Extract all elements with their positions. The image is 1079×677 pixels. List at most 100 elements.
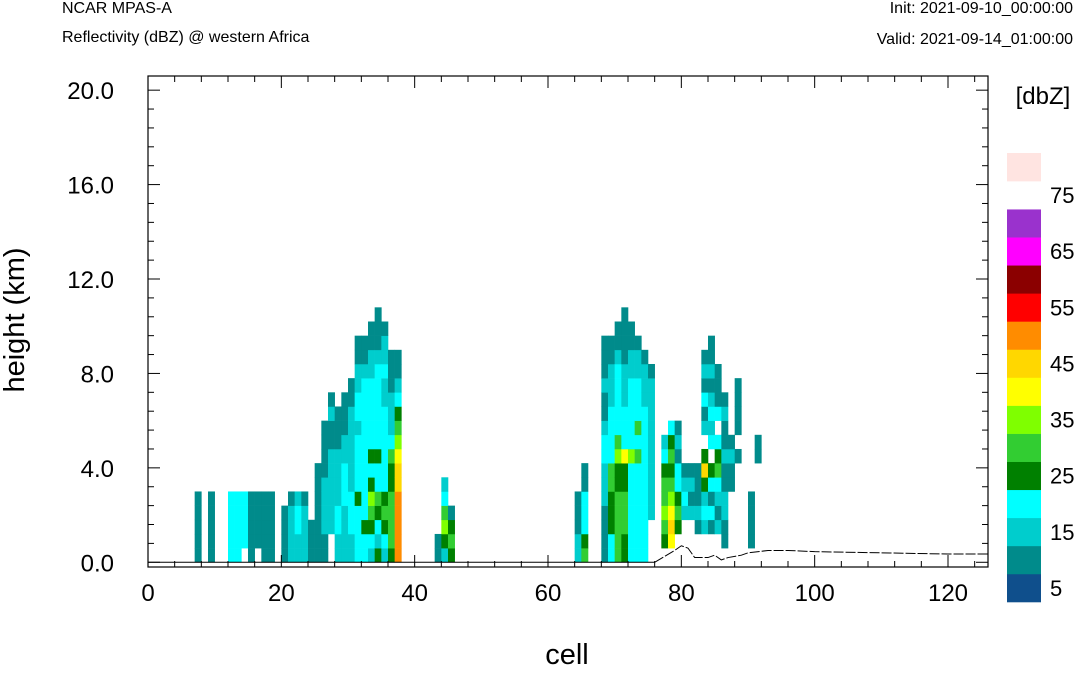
reflectivity-cell [628,321,635,336]
reflectivity-cell [614,477,622,492]
reflectivity-cell [381,491,389,506]
reflectivity-cell [348,448,355,464]
reflectivity-cell [621,321,629,336]
reflectivity-cell [601,491,609,506]
reflectivity-cell [328,406,335,421]
reflectivity-cell [368,378,375,393]
reflectivity-cell [601,420,609,436]
reflectivity-cell [608,548,615,563]
reflectivity-cell [394,378,402,393]
reflectivity-cell [641,406,649,421]
plot-axes: 0 20 40 60 80 100 120 0.0 4.0 8.0 12.0 16.0 20.0 [67,75,989,607]
reflectivity-cell [381,548,389,563]
reflectivity-cell [288,533,295,549]
reflectivity-cell [628,519,635,535]
reflectivity-cell [208,505,215,521]
reflectivity-cell [708,349,715,365]
reflectivity-cell [748,505,755,521]
reflectivity-cell [361,491,369,506]
colorbar-label: 5 [1050,576,1062,601]
reflectivity-cell [381,363,389,379]
reflectivity-cell [714,448,722,464]
reflectivity-cell [728,463,735,478]
x-tick-label: 60 [535,580,562,607]
colorbar: 5 15 25 35 45 55 65 75 [1007,153,1074,603]
colorbar-label: 45 [1050,351,1074,376]
reflectivity-cell [668,463,675,478]
reflectivity-cell [374,307,382,322]
x-tick-label: 20 [268,580,295,607]
reflectivity-cell [634,335,642,351]
init-time: Init: 2021-09-10_00:00:00 [889,0,1073,17]
reflectivity-cell [354,491,362,506]
reflectivity-cell [268,533,275,549]
reflectivity-cell [334,406,342,421]
reflectivity-cell [608,505,615,521]
reflectivity-cell [381,406,389,421]
reflectivity-cell [328,392,335,407]
reflectivity-cell [334,548,342,563]
reflectivity-cell [368,533,375,549]
reflectivity-cell [441,533,449,549]
reflectivity-cell [361,519,369,535]
reflectivity-cell [314,505,322,521]
reflectivity-cell [714,519,722,535]
reflectivity-cell [581,477,589,492]
reflectivity-cell [628,477,635,492]
reflectivity-cell [714,463,722,478]
reflectivity-cell [288,548,295,563]
reflectivity-cell [321,434,329,450]
y-tick-label: 16.0 [67,173,114,200]
reflectivity-cell [388,477,395,492]
reflectivity-cell [728,448,735,464]
reflectivity-cell [608,392,615,407]
reflectivity-cell [228,548,235,563]
reflectivity-cell [368,548,375,563]
reflectivity-cell [701,406,709,421]
reflectivity-cell [614,463,622,478]
reflectivity-cell [721,448,729,464]
reflectivity-cell [388,463,395,478]
reflectivity-cell [434,533,442,549]
reflectivity-cell [361,406,369,421]
y-tick-label: 0.0 [81,550,114,577]
colorbar-swatch [1007,433,1041,462]
reflectivity-cell [674,477,682,492]
reflectivity-cell [248,533,255,549]
reflectivity-cell [368,434,375,450]
reflectivity-cell [314,477,322,492]
reflectivity-cell [668,434,675,450]
reflectivity-cell [614,321,622,336]
reflectivity-cell [641,491,649,506]
reflectivity-cell [268,519,275,535]
plot-title: NCAR MPAS-A [62,0,172,17]
reflectivity-cell [348,505,355,521]
reflectivity-cell [574,548,582,563]
reflectivity-cell [701,519,709,535]
reflectivity-cell [361,477,369,492]
reflectivity-cell [714,491,722,506]
reflectivity-cell [608,477,615,492]
reflectivity-cell [354,406,362,421]
reflectivity-cell [388,363,395,379]
reflectivity-cell [708,505,715,521]
reflectivity-cell [674,463,682,478]
reflectivity-cell [388,406,395,421]
reflectivity-cell [368,363,375,379]
reflectivity-cell [234,505,242,521]
reflectivity-cell [381,505,389,521]
reflectivity-cell [634,349,642,365]
reflectivity-cell [628,349,635,365]
colorbar-swatch [1007,293,1041,322]
reflectivity-cell [308,519,315,535]
reflectivity-cell [321,420,329,436]
reflectivity-cell [241,491,249,506]
reflectivity-cell [248,548,255,563]
reflectivity-cell [234,491,242,506]
reflectivity-cell [721,533,729,549]
reflectivity-cell [608,363,615,379]
reflectivity-cell [388,505,395,521]
colorbar-swatch [1007,405,1041,434]
reflectivity-cell [394,406,402,421]
reflectivity-cell [754,434,762,450]
